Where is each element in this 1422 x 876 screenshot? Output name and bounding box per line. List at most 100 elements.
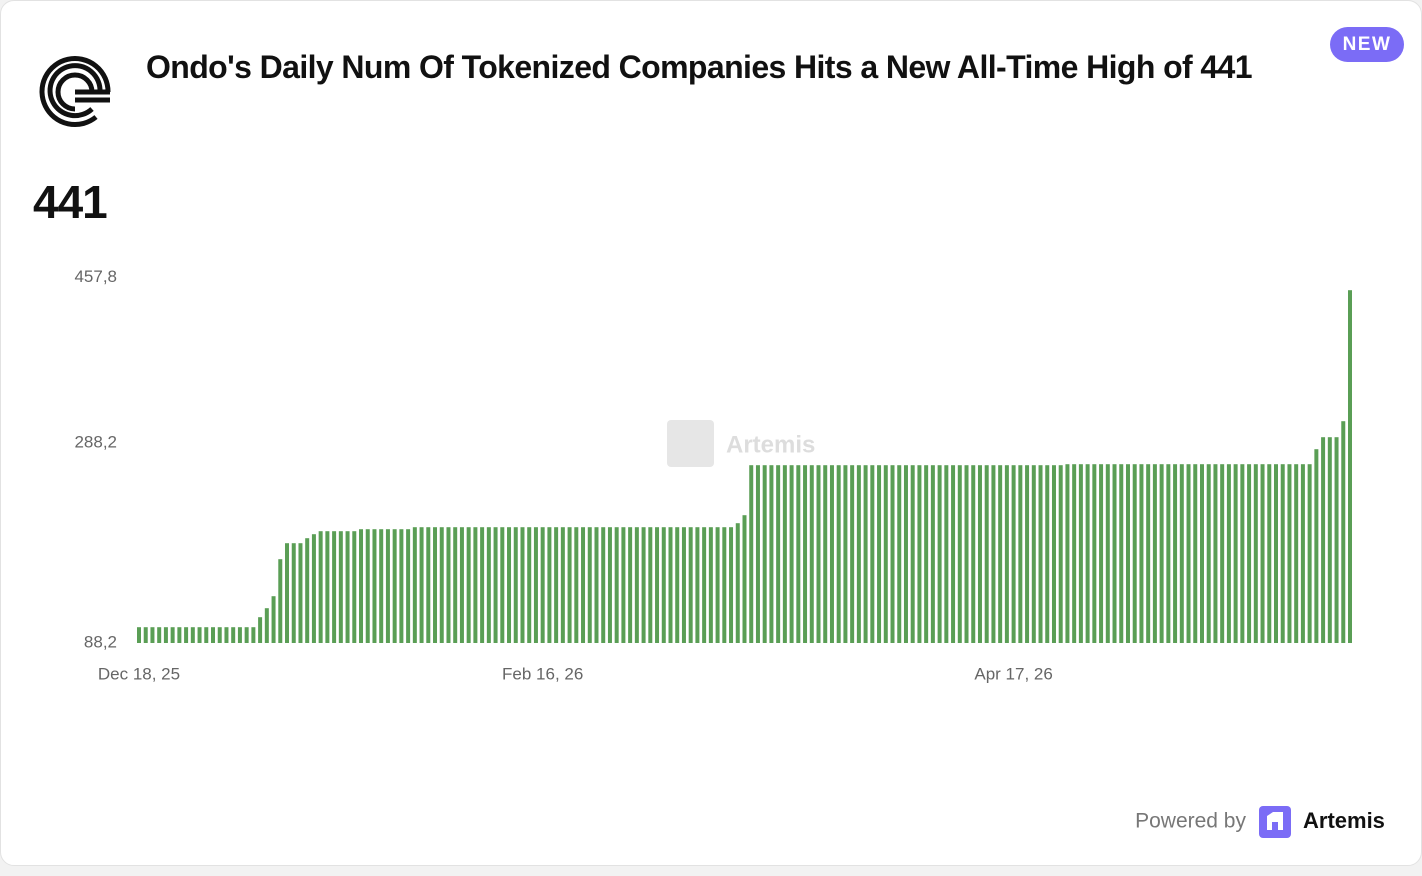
bar	[917, 465, 922, 643]
bar	[1327, 437, 1332, 643]
bar	[311, 534, 316, 643]
bar	[567, 527, 572, 643]
bar	[688, 527, 693, 643]
powered-by: Powered by	[1135, 810, 1246, 833]
bar	[1004, 465, 1009, 643]
bar	[137, 627, 141, 643]
bar	[291, 543, 296, 643]
bar	[1321, 437, 1326, 643]
bar	[258, 617, 263, 643]
bar	[500, 527, 505, 643]
bar	[930, 465, 935, 643]
bar	[1045, 465, 1050, 643]
bar	[359, 529, 364, 643]
bar	[1260, 464, 1265, 643]
bar	[863, 465, 868, 643]
bar	[1220, 464, 1225, 643]
bar	[937, 465, 942, 643]
bar	[466, 527, 471, 643]
bar	[1294, 464, 1299, 643]
bar	[1206, 464, 1211, 643]
bar	[1072, 464, 1077, 643]
bar	[473, 527, 478, 643]
bar	[1146, 464, 1151, 643]
bar	[634, 527, 639, 643]
bar	[789, 465, 794, 643]
bar	[587, 527, 592, 643]
bar	[628, 527, 633, 643]
bar	[184, 627, 189, 643]
bar	[594, 527, 599, 643]
bar	[1058, 465, 1063, 643]
bar	[520, 527, 525, 643]
brand: Artemis	[1303, 808, 1385, 833]
bar	[1348, 290, 1352, 643]
bar	[977, 465, 982, 643]
bar	[560, 527, 565, 643]
bar	[782, 465, 787, 643]
bar	[661, 527, 666, 643]
bar	[1213, 464, 1218, 643]
bar	[197, 627, 202, 643]
bar	[601, 527, 606, 643]
bar	[480, 527, 485, 643]
bar	[513, 527, 518, 643]
bar	[399, 529, 404, 643]
bar	[540, 527, 545, 643]
bar	[668, 527, 673, 643]
bar	[964, 465, 969, 643]
bar	[877, 465, 882, 643]
bar	[910, 465, 915, 643]
bar	[776, 465, 781, 643]
bar	[581, 527, 586, 643]
bar	[143, 627, 148, 643]
bar	[1193, 464, 1198, 643]
bar	[998, 465, 1003, 643]
bar	[325, 531, 330, 643]
bar	[614, 527, 619, 643]
bar	[446, 527, 451, 643]
bar	[742, 515, 747, 643]
bar	[412, 527, 417, 643]
bar	[1065, 464, 1070, 643]
bar	[1166, 464, 1171, 643]
y-tick-label: 288,2	[74, 432, 117, 451]
bar	[231, 627, 236, 643]
bar	[264, 608, 269, 643]
bar	[1152, 464, 1157, 643]
bar	[507, 527, 512, 643]
bar	[823, 465, 828, 643]
bar	[1119, 464, 1124, 643]
bar	[547, 527, 552, 643]
bar	[984, 465, 989, 643]
bar	[735, 523, 740, 643]
bar	[433, 527, 438, 643]
bar	[1179, 464, 1184, 643]
bar	[1051, 465, 1056, 643]
bar	[345, 531, 350, 643]
bar	[1112, 464, 1117, 643]
bar	[843, 465, 848, 643]
y-tick-label: 457,8	[74, 267, 117, 286]
bar	[527, 527, 532, 643]
bar	[1085, 464, 1090, 643]
title: Ondo's Daily Num Of Tokenized Companies …	[146, 49, 1253, 85]
bar	[533, 527, 538, 643]
bar	[1267, 464, 1272, 643]
bar	[459, 527, 464, 643]
bar	[419, 527, 424, 643]
bar	[1105, 464, 1110, 643]
bar	[1132, 464, 1137, 643]
bar	[177, 627, 182, 643]
bar	[486, 527, 491, 643]
bar	[318, 531, 323, 643]
bar	[991, 465, 996, 643]
bar	[1018, 465, 1023, 643]
bar	[1099, 464, 1104, 643]
bar	[675, 527, 680, 643]
bar	[809, 465, 814, 643]
bar	[829, 465, 834, 643]
bar	[924, 465, 929, 643]
